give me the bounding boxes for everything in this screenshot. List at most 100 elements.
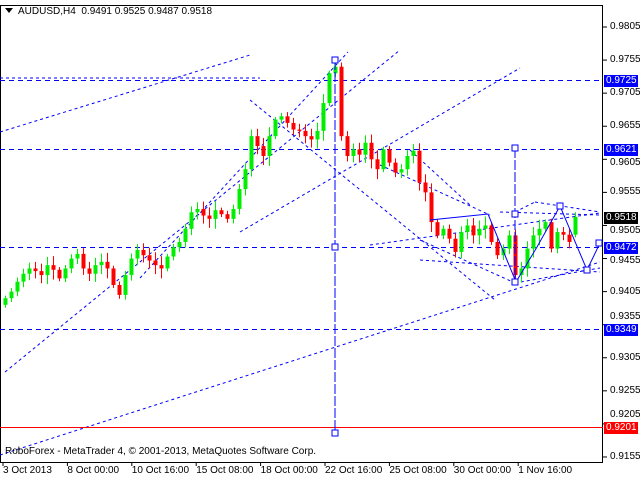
candle-bull xyxy=(399,169,404,173)
anchor-point xyxy=(556,202,564,210)
price-level-tag: 0.9349 xyxy=(604,323,638,336)
candle-bull xyxy=(15,281,20,292)
candle-bull xyxy=(9,291,14,299)
candle-bull xyxy=(483,225,488,229)
price-tick-label: 0.9705 xyxy=(610,87,640,99)
candle-bull xyxy=(171,247,176,257)
price-tick-label: 0.9605 xyxy=(610,156,640,168)
price-level-tag: 0.9621 xyxy=(604,143,638,156)
price-tick-label: 0.9405 xyxy=(610,285,640,297)
anchor-point xyxy=(331,429,339,437)
trend-line xyxy=(419,259,601,273)
candle-bear xyxy=(291,122,296,130)
candle-bull xyxy=(129,258,134,276)
horizontal-levels xyxy=(0,80,603,428)
price-tick-label: 0.9505 xyxy=(610,224,640,236)
price-level-tag: 0.9725 xyxy=(604,74,638,87)
trend-line xyxy=(514,201,536,213)
candle-bear xyxy=(513,235,518,276)
candle-bull xyxy=(21,273,26,282)
candle-bull xyxy=(441,228,446,236)
candle-bull xyxy=(351,149,356,156)
candle-bear xyxy=(141,249,146,256)
candle-bull xyxy=(165,256,170,269)
price-tick-label: 0.9355 xyxy=(610,310,640,322)
candle-bull xyxy=(3,298,8,305)
candle-bull xyxy=(543,222,548,229)
candle-bull xyxy=(381,149,386,170)
price-tick-label: 0.9155 xyxy=(610,450,640,462)
price-tick-label: 0.9455 xyxy=(610,254,640,266)
candle-bull xyxy=(183,228,188,242)
candle-bear xyxy=(369,142,374,160)
candles xyxy=(3,60,578,308)
time-tick-label: 3 Oct 2013 xyxy=(3,465,52,476)
candle-bear xyxy=(429,192,434,223)
candle-bear xyxy=(225,214,230,219)
candle-bull xyxy=(177,241,182,248)
price-tick-label: 0.9555 xyxy=(610,186,640,198)
trend-line xyxy=(0,261,601,456)
candle-bull xyxy=(195,208,200,213)
trend-line xyxy=(249,99,496,301)
wave-projection xyxy=(331,56,603,437)
chart-area[interactable] xyxy=(0,5,603,463)
candle-bull xyxy=(537,228,542,236)
candle-bull xyxy=(273,119,278,137)
price-level-tag: 0.9201 xyxy=(604,421,638,434)
candle-bull xyxy=(267,136,272,156)
candle-bull xyxy=(231,208,236,219)
candle-bear xyxy=(567,234,572,242)
price-tick-label: 0.9255 xyxy=(610,384,640,396)
candle-bear xyxy=(453,238,458,252)
candle-bull xyxy=(45,265,50,276)
candle-bear xyxy=(207,215,212,219)
candle-bear xyxy=(87,268,92,274)
candle-bull xyxy=(135,249,140,259)
candle-bull xyxy=(69,258,74,269)
candle-bear xyxy=(105,261,110,269)
candle-bull xyxy=(93,265,98,274)
candle-bear xyxy=(393,162,398,173)
candle-bull xyxy=(75,253,80,259)
time-tick-label: 10 Oct 16:00 xyxy=(131,465,190,476)
candle-bear xyxy=(549,222,554,249)
candle-bear xyxy=(303,130,308,137)
time-tick-label: 18 Oct 00:00 xyxy=(260,465,318,476)
price-level-tag: 0.9472 xyxy=(604,241,638,254)
candle-bear xyxy=(255,136,260,147)
candle-bear xyxy=(357,149,362,155)
candle-bull xyxy=(189,212,194,229)
candle-bear xyxy=(495,241,500,256)
dropdown-triangle-icon[interactable] xyxy=(5,8,13,13)
anchor-point xyxy=(583,266,591,274)
candle-bear xyxy=(261,146,266,156)
trend-line xyxy=(379,164,491,216)
anchor-point xyxy=(595,239,603,247)
candle-bull xyxy=(531,235,536,249)
candle-bear xyxy=(471,225,476,236)
time-tick-label: 22 Oct 16:00 xyxy=(325,465,383,476)
candle-bear xyxy=(219,210,224,215)
candle-bull xyxy=(507,235,512,249)
candle-bear xyxy=(39,271,44,276)
candle-bull xyxy=(213,210,218,219)
candle-bull xyxy=(573,216,578,235)
anchor-point xyxy=(331,243,339,251)
candle-bull xyxy=(279,116,284,120)
candle-bull xyxy=(123,275,128,295)
candle-bear xyxy=(147,255,152,261)
time-tick-label: 30 Oct 00:00 xyxy=(453,465,512,476)
anchor-point xyxy=(511,210,519,218)
candle-bull xyxy=(411,150,416,156)
price-tick-label: 0.9655 xyxy=(610,120,640,132)
price-tick-label: 0.9805 xyxy=(610,21,640,32)
candle-bull xyxy=(459,232,464,252)
chart-header: AUDUSD,H4 0.9491 0.9525 0.9487 0.9518 xyxy=(5,6,212,17)
candle-bear xyxy=(417,150,422,183)
trend-line xyxy=(419,239,516,284)
candle-bull xyxy=(525,248,530,269)
trend-line xyxy=(0,54,251,133)
time-tick-label: 15 Oct 08:00 xyxy=(196,465,254,476)
